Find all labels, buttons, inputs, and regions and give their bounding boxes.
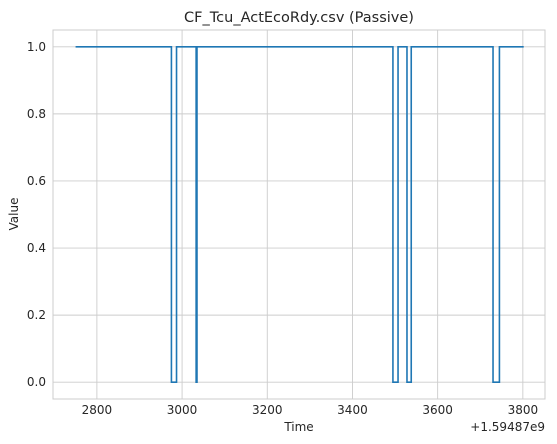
x-tick-labels: 2800 3000 3200 3400 3600 3800	[82, 403, 539, 417]
x-tick-label: 3200	[252, 403, 283, 417]
y-tick-labels: 0.0 0.2 0.4 0.6 0.8 1.0	[27, 40, 46, 389]
x-tick-label: 3800	[508, 403, 539, 417]
y-tick-label: 0.8	[27, 107, 46, 121]
x-tick-label: 3000	[167, 403, 198, 417]
x-axis-offset-label: +1.59487e9	[470, 420, 545, 434]
series-layer	[75, 45, 524, 384]
plot-frame	[52, 29, 546, 400]
x-tick-label: 2800	[82, 403, 113, 417]
y-tick-label: 0.0	[27, 375, 46, 389]
y-axis-label: Value	[7, 198, 21, 231]
chart-title: CF_Tcu_ActEcoRdy.csv (Passive)	[184, 10, 414, 26]
x-axis-label: Time	[283, 420, 313, 434]
x-tick-label: 3600	[422, 403, 453, 417]
y-tick-label: 1.0	[27, 40, 46, 54]
y-tick-label: 0.6	[27, 174, 46, 188]
series-line	[75, 45, 524, 384]
y-tick-label: 0.2	[27, 308, 46, 322]
plot-background	[53, 30, 545, 399]
x-gridlines	[96, 30, 524, 399]
y-tick-label: 0.4	[27, 241, 46, 255]
x-tick-label: 3400	[337, 403, 368, 417]
